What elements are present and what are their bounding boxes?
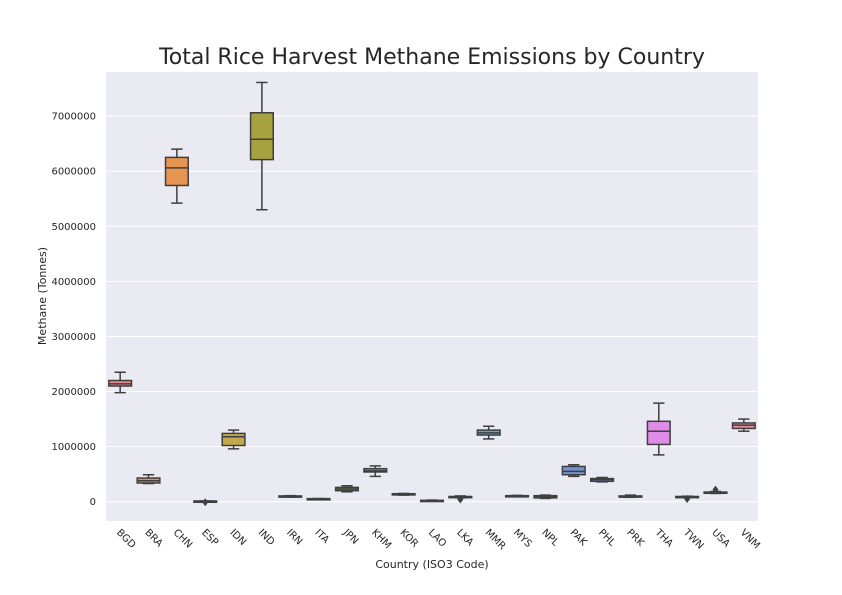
- y-tick-label: 4000000: [51, 277, 96, 288]
- box-iqr: [561, 465, 586, 476]
- y-tick-label: 1000000: [51, 442, 96, 453]
- box-lka: [448, 495, 473, 504]
- box-chn: [164, 148, 189, 204]
- outlier-point: [684, 494, 691, 503]
- box-ita: [306, 497, 331, 501]
- box-bgd: [108, 371, 133, 394]
- x-tick-label: MYS: [511, 527, 534, 550]
- box-phl: [589, 476, 615, 483]
- x-tick-label: PRK: [624, 527, 646, 549]
- outlier-point: [457, 495, 464, 504]
- box-khm: [363, 465, 388, 478]
- x-tick-label: JPN: [340, 527, 360, 547]
- x-tick-label: CHN: [171, 527, 194, 550]
- x-tick-label: VNM: [738, 527, 762, 551]
- box-irn: [278, 494, 303, 498]
- box-pak: [561, 464, 586, 478]
- x-tick-label: KHM: [369, 527, 393, 551]
- y-tick-label: 2000000: [51, 387, 96, 398]
- box-mmr: [476, 425, 501, 440]
- x-tick-label: NPL: [539, 527, 561, 549]
- x-tick-label: PAK: [568, 527, 589, 548]
- box-esp: [193, 498, 218, 507]
- x-tick-label: IRN: [284, 527, 304, 547]
- x-tick-label: BRA: [142, 527, 164, 549]
- x-tick-label: TWN: [680, 527, 705, 552]
- x-tick-label: ITA: [312, 527, 331, 546]
- chart-title: Total Rice Harvest Methane Emissions by …: [158, 45, 705, 70]
- x-axis-label: Country (ISO3 Code): [375, 558, 488, 571]
- x-tick-label: KOR: [398, 527, 421, 550]
- box-twn: [675, 494, 700, 503]
- x-tick-label: USA: [709, 527, 732, 550]
- plot-area-background: [106, 72, 758, 521]
- x-tick-label: IND: [256, 527, 277, 548]
- box-iqr: [249, 112, 275, 161]
- box-lao: [419, 499, 445, 503]
- box-mys: [504, 494, 530, 498]
- gridlines: [106, 115, 758, 503]
- x-tick-label: THA: [652, 527, 675, 550]
- x-tick-labels: BGD BRA CHN ESP IDN IND IRN ITA JPN KHM KOR LAO LKA M…: [114, 527, 762, 553]
- box-usa: [703, 485, 728, 495]
- box-kor: [391, 492, 416, 496]
- y-tick-labels: 0 1000000 2000000 3000000 4000000 5000000 6000…: [51, 112, 96, 509]
- x-tick-label: MMR: [483, 527, 508, 552]
- box-iqr: [221, 432, 246, 447]
- box-bra: [136, 473, 161, 485]
- x-tick-label: IDN: [227, 527, 248, 548]
- y-tick-label: 7000000: [51, 112, 96, 123]
- box-iqr: [164, 156, 189, 187]
- y-axis-label: Methane (Tonnes): [36, 247, 49, 345]
- y-tick-label: 0: [90, 497, 96, 508]
- boxes: [108, 81, 756, 507]
- y-tick-label: 3000000: [51, 332, 96, 343]
- box-vnm: [731, 418, 756, 432]
- box-jpn: [334, 484, 360, 493]
- box-prk: [618, 494, 643, 499]
- y-tick-label: 6000000: [51, 167, 96, 178]
- box-ind: [249, 81, 275, 211]
- x-tick-label: BGD: [114, 527, 138, 551]
- box-tha: [646, 402, 671, 456]
- x-tick-label: LKA: [454, 527, 475, 548]
- x-tick-label: ESP: [199, 527, 220, 548]
- box-iqr: [646, 420, 671, 446]
- box-idn: [221, 429, 246, 450]
- x-tick-label: PHL: [596, 527, 618, 549]
- y-tick-label: 5000000: [51, 222, 96, 233]
- outlier-point: [202, 498, 209, 507]
- outlier-point: [712, 485, 719, 494]
- box-npl: [533, 494, 558, 500]
- x-tick-label: LAO: [426, 527, 448, 549]
